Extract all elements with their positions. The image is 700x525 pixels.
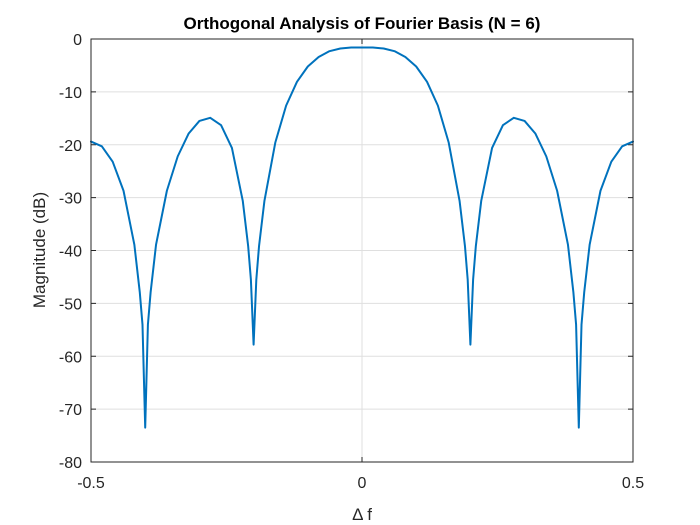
- plot-frame: [90, 38, 634, 463]
- series-line: [90, 46, 634, 429]
- series-layer: [90, 46, 634, 429]
- y-axis-label: Magnitude (dB): [30, 192, 49, 308]
- x-tick-label: 0: [358, 475, 367, 492]
- y-tick-label: 0: [73, 32, 82, 49]
- y-tick-label: -80: [59, 455, 82, 472]
- y-tick-label: -50: [59, 296, 82, 313]
- x-tick-label: -0.5: [77, 475, 105, 492]
- x-tick-label: 0.5: [622, 475, 644, 492]
- tick-labels: 0 -10 -20 -30 -40 -50 -60 -70 -80 -0.5 0 0.5: [59, 32, 644, 492]
- x-axis-label: Δ f: [352, 505, 372, 524]
- y-tick-label: -40: [59, 244, 82, 261]
- y-tick-label: -20: [59, 138, 82, 155]
- y-tick-label: -30: [59, 191, 82, 208]
- chart-title: Orthogonal Analysis of Fourier Basis (N …: [184, 14, 541, 33]
- y-tick-label: -10: [59, 85, 82, 102]
- y-tick-label: -60: [59, 349, 82, 366]
- y-tick-label: -70: [59, 402, 82, 419]
